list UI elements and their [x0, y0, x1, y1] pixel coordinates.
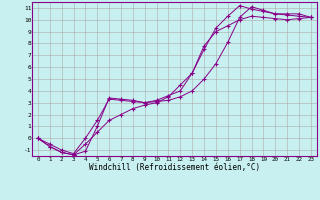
- X-axis label: Windchill (Refroidissement éolien,°C): Windchill (Refroidissement éolien,°C): [89, 163, 260, 172]
